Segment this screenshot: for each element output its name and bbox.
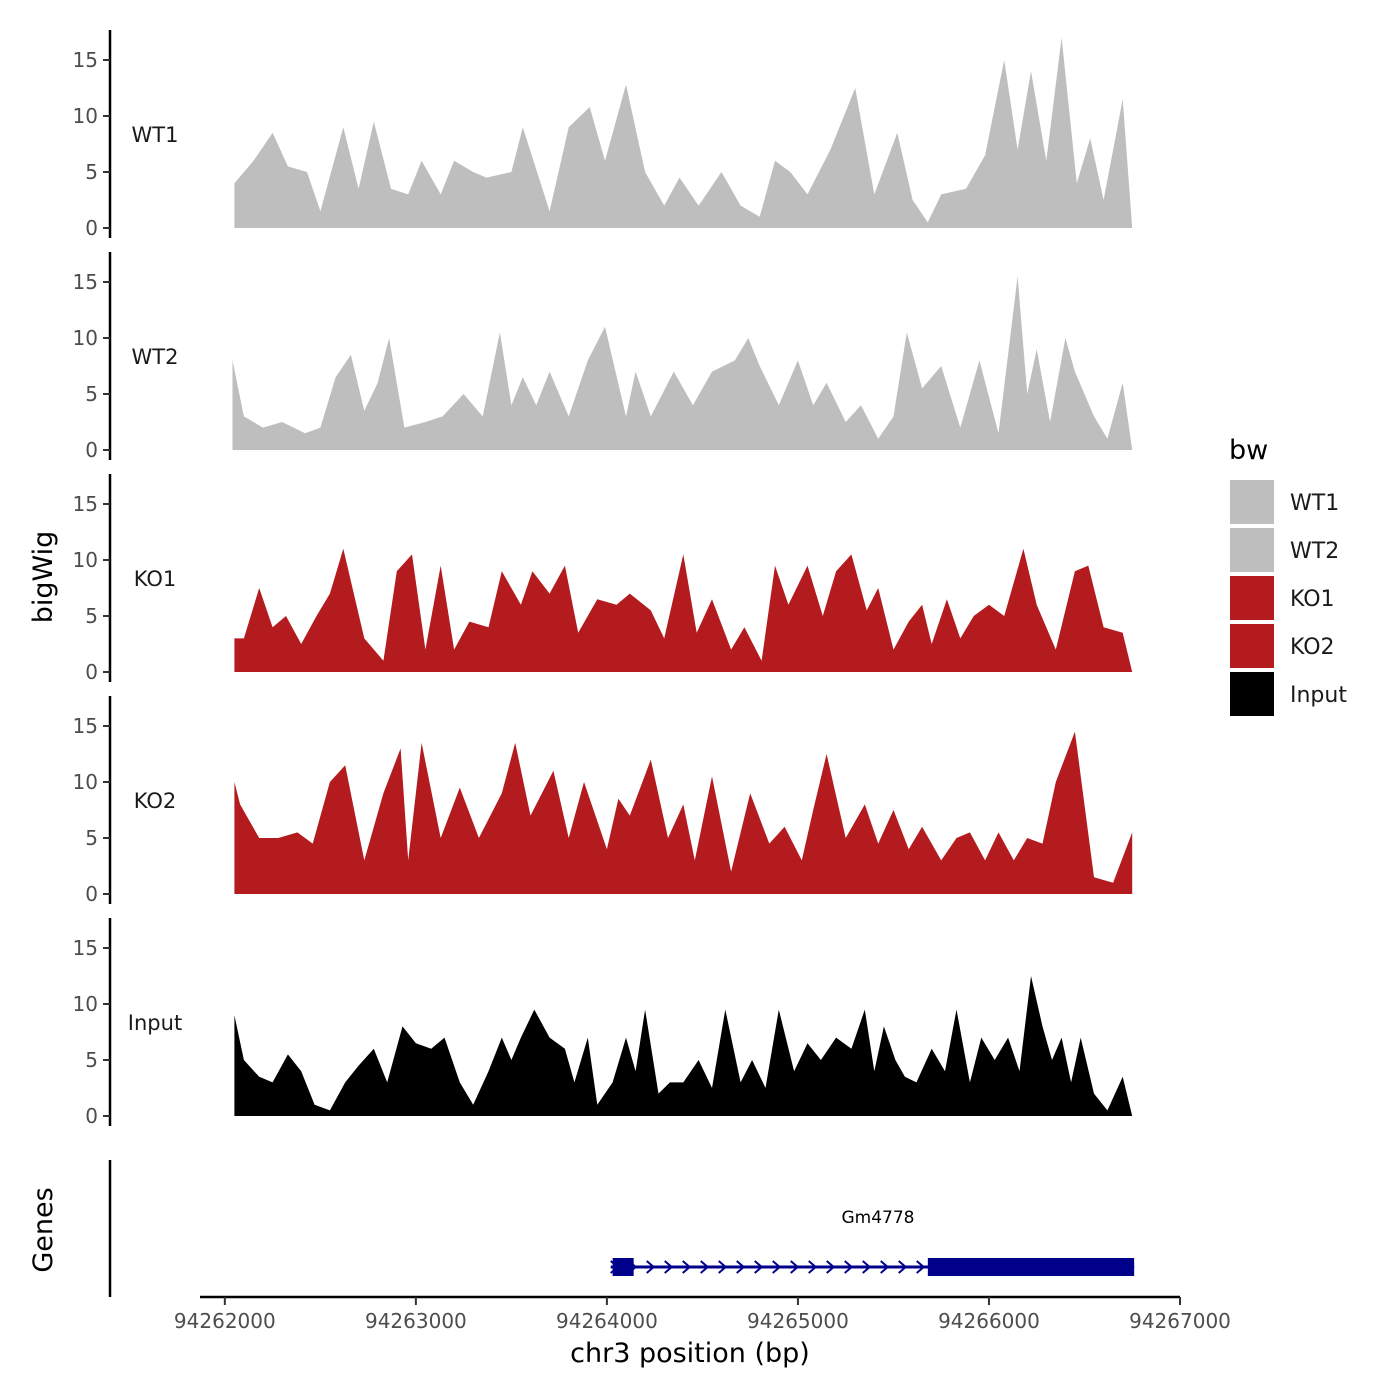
y-tick-label: 10 — [73, 992, 98, 1016]
strand-arrow-icon — [826, 1260, 836, 1274]
legend-label: WT2 — [1290, 539, 1339, 564]
strand-arrow-icon — [772, 1260, 782, 1274]
strand-arrow-icon — [862, 1260, 872, 1274]
genes-panel: Gm4778 — [108, 1160, 1135, 1297]
y-tick-label: 15 — [73, 936, 98, 960]
strand-arrow-icon — [754, 1260, 764, 1274]
strand-arrow-icon — [844, 1260, 854, 1274]
y-tick-label: 0 — [85, 216, 98, 240]
x-axis-title: chr3 position (bp) — [570, 1338, 810, 1369]
track-panels: 0 5 10 15 WT1 0 5 10 15 WT2 0 5 10 15 KO1 0 5 10 15 KO2 0 5 10… — [73, 30, 1133, 1128]
track-label: KO1 — [134, 567, 177, 591]
y-tick-label: 5 — [85, 160, 98, 184]
y-tick-label: 15 — [73, 714, 98, 738]
legend-label: WT1 — [1290, 491, 1339, 516]
coverage-area-wt2 — [232, 276, 1133, 450]
strand-arrow-icon — [736, 1260, 746, 1274]
y-tick-label: 0 — [85, 660, 98, 684]
coverage-area-wt1 — [234, 37, 1133, 228]
y-tick-label: 5 — [85, 604, 98, 628]
y-tick-label: 10 — [73, 770, 98, 794]
legend-swatch — [1230, 528, 1274, 572]
strand-arrow-icon — [790, 1260, 800, 1274]
gene-exon — [612, 1258, 634, 1276]
coverage-area-input — [234, 976, 1133, 1116]
x-tick-label: 94264000 — [556, 1309, 658, 1333]
y-tick-label: 0 — [85, 882, 98, 906]
legend-swatch — [1230, 576, 1274, 620]
track-wt1: 0 5 10 15 WT1 — [73, 30, 1133, 240]
y-tick-label: 0 — [85, 1104, 98, 1128]
y-tick-label: 0 — [85, 438, 98, 462]
y-tick-label: 5 — [85, 382, 98, 406]
gene-label: Gm4778 — [842, 1208, 915, 1228]
track-ko2: 0 5 10 15 KO2 — [73, 696, 1133, 906]
strand-arrow-icon — [664, 1260, 674, 1274]
gene-exon — [927, 1258, 1135, 1276]
x-tick-label: 94267000 — [1129, 1309, 1231, 1333]
track-ko1: 0 5 10 15 KO1 — [73, 474, 1133, 684]
coverage-area-ko1 — [234, 548, 1133, 672]
track-input: 0 5 10 15 Input — [73, 918, 1133, 1128]
x-tick-label: 94262000 — [174, 1309, 276, 1333]
y-tick-label: 15 — [73, 48, 98, 72]
x-tick-label: 94266000 — [938, 1309, 1040, 1333]
track-label: KO2 — [134, 789, 177, 813]
track-wt2: 0 5 10 15 WT2 — [73, 252, 1133, 462]
strand-arrow-icon — [700, 1260, 710, 1274]
legend-title: bw — [1229, 435, 1268, 466]
x-axis: 94262000 94263000 94264000 94265000 94266000… — [174, 1295, 1231, 1333]
y-tick-label: 5 — [85, 826, 98, 850]
x-tick-label: 94265000 — [747, 1309, 849, 1333]
y-tick-label: 10 — [73, 326, 98, 350]
track-label: WT2 — [132, 345, 179, 369]
gene-model: Gm4778 — [610, 1208, 1135, 1276]
y-tick-label: 10 — [73, 104, 98, 128]
track-label: WT1 — [132, 123, 179, 147]
genes-axis-title: Genes — [28, 1187, 59, 1272]
legend-label: KO1 — [1290, 587, 1335, 612]
y-tick-label: 15 — [73, 492, 98, 516]
legend-label: KO2 — [1290, 635, 1335, 660]
y-tick-label: 15 — [73, 270, 98, 294]
strand-arrow-icon — [718, 1260, 728, 1274]
legend: bw WT1 WT2 KO1 KO2 Input — [1229, 435, 1347, 716]
strand-arrow-icon — [898, 1260, 908, 1274]
strand-arrow-icon — [880, 1260, 890, 1274]
strand-arrow-icon — [808, 1260, 818, 1274]
coverage-area-ko2 — [234, 731, 1133, 894]
legend-swatch — [1230, 480, 1274, 524]
strand-arrow-icon — [916, 1260, 926, 1274]
legend-swatch — [1230, 624, 1274, 668]
y-tick-label: 5 — [85, 1048, 98, 1072]
strand-arrow-icon — [682, 1260, 692, 1274]
strand-arrow-icon — [646, 1260, 656, 1274]
x-tick-label: 94263000 — [365, 1309, 467, 1333]
track-label: Input — [128, 1011, 182, 1035]
y-tick-label: 10 — [73, 548, 98, 572]
y-axis-title: bigWig — [28, 531, 59, 624]
legend-swatch — [1230, 672, 1274, 716]
legend-label: Input — [1290, 683, 1347, 708]
